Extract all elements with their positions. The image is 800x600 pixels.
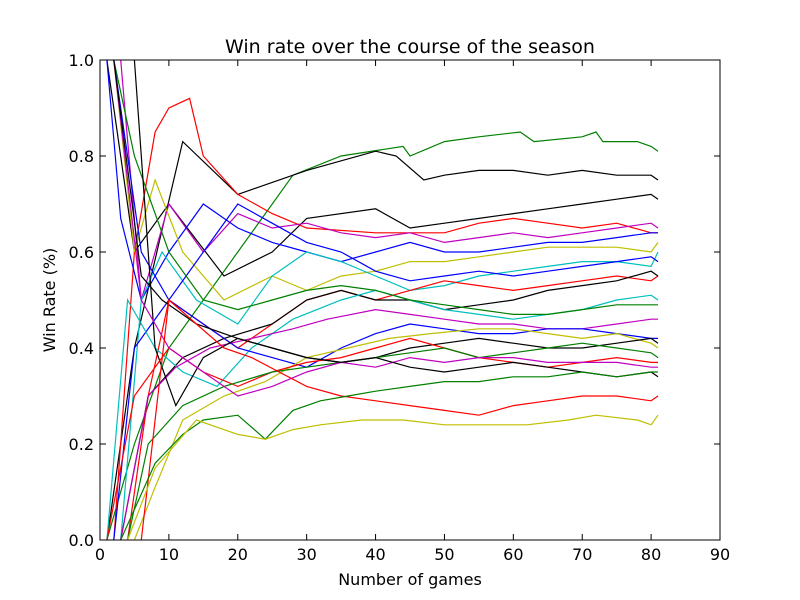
x-tick-label: 0 bbox=[95, 545, 105, 564]
series-line-23 bbox=[120, 371, 658, 540]
x-tick-label: 90 bbox=[710, 545, 730, 564]
y-tick-label: 1.0 bbox=[69, 51, 94, 70]
y-tick-label: 0.0 bbox=[69, 531, 94, 550]
series-line-16 bbox=[133, 328, 659, 540]
series-line-5 bbox=[120, 60, 659, 301]
y-tick-label: 0.2 bbox=[69, 435, 94, 454]
x-tick-label: 30 bbox=[296, 545, 316, 564]
x-tick-label: 40 bbox=[365, 545, 385, 564]
series-line-22 bbox=[140, 298, 659, 540]
x-tick-label: 20 bbox=[228, 545, 248, 564]
series-line-13 bbox=[113, 60, 658, 315]
series-line-15 bbox=[113, 60, 658, 368]
x-tick-label: 80 bbox=[641, 545, 661, 564]
series-line-8 bbox=[120, 250, 659, 540]
series-line-14 bbox=[120, 308, 658, 540]
y-axis-label: Win Rate (%) bbox=[40, 248, 59, 353]
y-tick-label: 0.6 bbox=[69, 243, 94, 262]
series-line-19 bbox=[127, 342, 659, 540]
x-tick-label: 50 bbox=[434, 545, 454, 564]
y-tick-label: 0.4 bbox=[69, 339, 94, 358]
series-line-9 bbox=[113, 203, 659, 540]
plot-frame bbox=[99, 59, 721, 541]
y-axis: 0.0 0.2 0.4 0.6 0.8 1.0 bbox=[69, 51, 720, 550]
x-tick-label: 60 bbox=[503, 545, 523, 564]
series-line-3 bbox=[106, 60, 659, 277]
series-line-1 bbox=[106, 131, 659, 540]
series-line-7 bbox=[113, 60, 659, 301]
x-tick-label: 70 bbox=[572, 545, 592, 564]
chart-title: Win rate over the course of the season bbox=[225, 36, 595, 58]
y-tick-label: 0.8 bbox=[69, 147, 94, 166]
x-tick-label: 10 bbox=[159, 545, 179, 564]
series-line-24 bbox=[127, 414, 659, 540]
series-line-17 bbox=[133, 60, 659, 408]
x-axis-label: Number of games bbox=[338, 570, 482, 589]
series-layer bbox=[106, 60, 659, 540]
series-line-4 bbox=[113, 97, 658, 540]
series-line-2 bbox=[106, 140, 659, 540]
x-axis: 0 10 20 30 40 50 60 70 80 90 bbox=[95, 60, 730, 564]
